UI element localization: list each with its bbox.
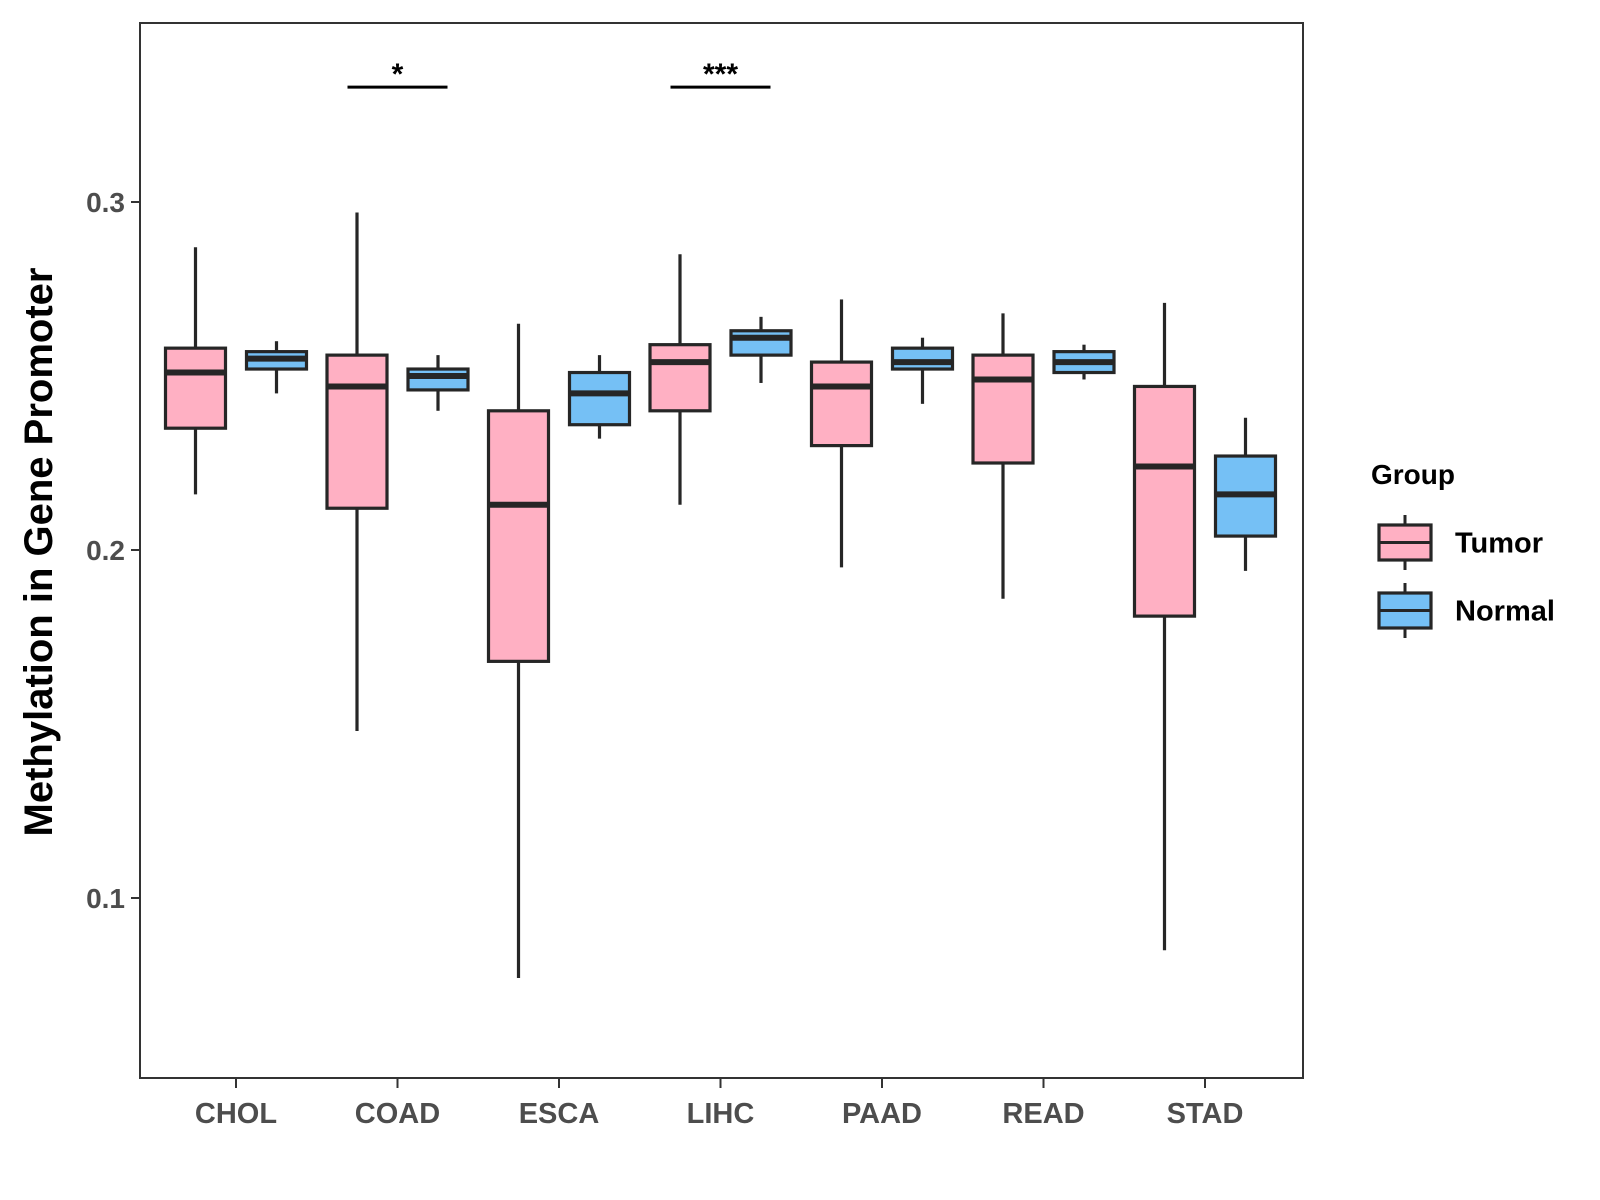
box-iqr: [729, 329, 793, 357]
x-tick-label-read: READ: [1002, 1098, 1084, 1130]
box-iqr: [809, 360, 874, 448]
x-tick-label-lihc: LIHC: [687, 1098, 755, 1130]
box-normal-read: [1052, 344, 1116, 380]
axes: 0.1 0.2 0.3 CHOL COAD ESCA LIHC PAAD READ STAD: [86, 187, 1243, 1130]
box-normal-paad: [890, 337, 955, 404]
box-tumor-chol: [163, 247, 228, 495]
significance-label-lihc: ***: [703, 58, 738, 91]
box-tumor-esca: [486, 323, 551, 979]
box-tumor-read: [971, 313, 1035, 599]
box-iqr: [1132, 384, 1197, 618]
legend: Group Tumor Normal: [1371, 459, 1555, 638]
y-tick-label: 0.2: [86, 535, 125, 566]
box-iqr: [890, 346, 955, 371]
y-tick-label: 0.3: [86, 187, 125, 218]
y-axis-title: Methylation in Gene Promoter: [17, 268, 61, 837]
y-tick-label: 0.1: [86, 883, 125, 914]
legend-title: Group: [1371, 459, 1455, 490]
legend-label-normal: Normal: [1455, 596, 1555, 628]
box-normal-stad: [1213, 417, 1278, 571]
box-iqr: [971, 353, 1035, 465]
legend-label-tumor: Tumor: [1455, 528, 1543, 560]
x-tick-label-chol: CHOL: [195, 1098, 277, 1130]
plot-marks: * ***: [163, 58, 1278, 979]
box-tumor-coad: [325, 212, 389, 731]
x-tick-label-esca: ESCA: [519, 1098, 600, 1130]
x-tick-label-paad: PAAD: [842, 1098, 922, 1130]
box-iqr: [486, 409, 551, 663]
box-iqr: [406, 367, 470, 392]
box-tumor-paad: [809, 299, 874, 568]
legend-key-tumor: [1377, 515, 1433, 570]
legend-key-normal: [1377, 583, 1433, 638]
box-tumor-lihc: [648, 254, 712, 505]
box-iqr: [648, 343, 712, 413]
box-normal-chol: [244, 341, 309, 394]
x-tick-label-stad: STAD: [1167, 1098, 1244, 1130]
box-iqr: [567, 370, 632, 427]
box-iqr: [325, 353, 389, 510]
box-normal-coad: [406, 355, 470, 411]
box-normal-lihc: [729, 316, 793, 383]
box-tumor-stad: [1132, 302, 1197, 951]
x-tick-label-coad: COAD: [355, 1098, 440, 1130]
box-normal-esca: [567, 355, 632, 439]
significance-label-coad: *: [392, 58, 404, 91]
box-iqr: [163, 346, 228, 430]
plot-panel: [139, 22, 1304, 1079]
